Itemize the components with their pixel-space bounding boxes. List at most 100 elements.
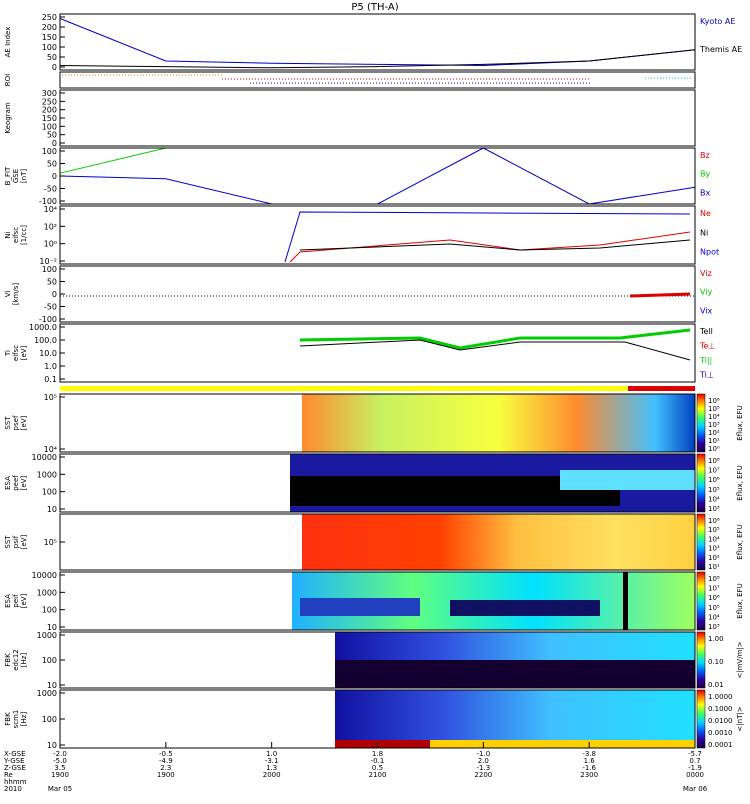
legend-bfit: Bx xyxy=(700,188,710,197)
panel-frame-vi xyxy=(59,265,696,323)
footer-value: 2100 xyxy=(369,771,387,779)
ytick-label-fbk2: 10 xyxy=(47,741,57,750)
colorbar-2 xyxy=(696,513,706,571)
ylabel-sst_i: [eV] xyxy=(20,534,28,549)
status-bar-red xyxy=(628,386,695,391)
ylabel-esa_i: peif xyxy=(12,594,20,608)
figure-title: P5 (TH-A) xyxy=(351,2,398,13)
esa-ion-band-b xyxy=(450,600,600,616)
footer-value: 2200 xyxy=(474,771,492,779)
ylabel-sst_i: SST xyxy=(4,535,12,549)
footer-value: 1.6 xyxy=(584,757,596,765)
footer-value: -1.3 xyxy=(476,764,490,772)
ytick-label-fbk2: 1000 xyxy=(37,689,57,698)
legend-bfit: Bz xyxy=(700,151,710,160)
footer-row-label: Z-GSE xyxy=(4,764,26,772)
ylabel-fbk1: FBK xyxy=(4,653,12,667)
ylabel-roi: ROI xyxy=(4,74,12,86)
footer-value: -2.0 xyxy=(53,750,67,758)
ytick-label-keogram: 300 xyxy=(42,89,57,98)
colorbar-tick-3: 10⁶ xyxy=(708,594,720,602)
footer-value: 2000 xyxy=(263,771,281,779)
footer-value: 2.0 xyxy=(478,757,489,765)
footer-value: -3.1 xyxy=(265,757,279,765)
ytick-label-ae: 50 xyxy=(47,53,57,62)
ytick-label-ni: 10⁴ xyxy=(44,205,57,214)
colorbar-tick-5: 1.0000 xyxy=(708,693,733,701)
footer-value: -0.1 xyxy=(371,757,385,765)
colorbar-1 xyxy=(696,453,706,513)
ytick-label-ae: 150 xyxy=(42,33,57,42)
ylabel-ni: eifsc xyxy=(12,227,20,243)
footer-value: -0.5 xyxy=(159,750,173,758)
sst-electron-spectrogram xyxy=(302,394,695,452)
colorbar-tick-3: 10⁵ xyxy=(708,604,720,612)
ytick-label-esa_e: 1000 xyxy=(37,470,57,479)
colorbar-tick-5: 0.0001 xyxy=(708,741,733,749)
ytick-label-bfit: 100 xyxy=(42,147,57,156)
spectrograms xyxy=(60,386,695,748)
footer-value: 3.5 xyxy=(54,764,65,772)
ytick-label-vi: 100 xyxy=(42,265,57,274)
footer-value: 2.3 xyxy=(160,764,171,772)
colorbar-tick-1: 10⁵ xyxy=(708,486,720,494)
fbk-scm1-spectrogram xyxy=(335,690,695,748)
legend-bfit: By xyxy=(700,170,710,179)
footer-value: -3.8 xyxy=(582,750,596,758)
ylabel-sst_e: SST xyxy=(4,416,12,430)
ytick-label-fbk2: 100 xyxy=(42,715,57,724)
legend-ti: Ti⊥ xyxy=(699,371,714,380)
ytick-label-ni: 10² xyxy=(44,222,57,231)
ytick-label-sst_e: 10⁵ xyxy=(44,393,57,402)
legend-ni: Ni xyxy=(700,228,708,237)
colorbar-5 xyxy=(696,689,706,749)
ytick-label-esa_e: 100 xyxy=(42,488,57,497)
ylabel-ti: Ti xyxy=(4,350,12,357)
ylabel-bfit: [nT] xyxy=(20,169,28,183)
ytick-label-ni: 10⁰ xyxy=(44,240,57,249)
series-ne xyxy=(289,231,691,263)
ylabel-bfit: B_FIT xyxy=(4,166,12,185)
ytick-label-keogram: 0 xyxy=(52,139,57,148)
panel-frame-ti xyxy=(59,323,696,383)
colorbar-tick-0: 10⁶ xyxy=(708,397,720,405)
colorbar-tick-0: 10² xyxy=(708,429,720,437)
colorbar-label-3: Eflux, EFU xyxy=(736,583,744,618)
colorbar-tick-5: 0.0010 xyxy=(708,729,733,737)
ytick-label-keogram: 200 xyxy=(42,106,57,115)
legend-ti: Tell xyxy=(699,327,713,336)
ytick-label-ae: 200 xyxy=(42,23,57,32)
footer-value: -1.0 xyxy=(476,750,490,758)
legend-ti: Ti|| xyxy=(699,356,712,365)
panel-frame-esa_i xyxy=(59,571,696,631)
colorbar-tick-2: 10² xyxy=(708,554,720,562)
ytick-label-vi: 0 xyxy=(52,290,57,299)
footer-row-label: Y-GSE xyxy=(3,757,25,765)
panel-frame-roi xyxy=(59,71,696,89)
colorbar-tick-3: 10⁷ xyxy=(708,585,720,593)
colorbar-tick-3: 10⁴ xyxy=(708,613,720,621)
sst-ion-spectrogram xyxy=(302,514,695,570)
footer-row-label: X-GSE xyxy=(4,750,26,758)
ytick-label-esa_e: 10 xyxy=(47,505,57,514)
ytick-label-sst_e: 10⁴ xyxy=(44,445,57,454)
series-ni xyxy=(299,239,691,251)
footer-row-label: Re xyxy=(4,771,13,779)
fbk-edc12-low xyxy=(335,660,695,688)
colorbar-tick-0: 10⁰ xyxy=(708,445,720,453)
ylabel-fbk1: [Hz] xyxy=(20,653,28,668)
ytick-label-fbk1: 10 xyxy=(47,681,57,690)
ytick-label-keogram: 250 xyxy=(42,97,57,106)
footer-value: -1.6 xyxy=(582,764,596,772)
ytick-label-keogram: 100 xyxy=(42,122,57,131)
colorbar-tick-1: 10⁸ xyxy=(708,457,720,465)
footer-date: Mar 05 xyxy=(48,785,72,793)
fbk-scm1-bottom-red xyxy=(335,740,430,748)
colorbar-tick-2: 10⁶ xyxy=(708,517,720,525)
ylabel-ni: [1/cc] xyxy=(20,225,28,245)
line-plots xyxy=(60,18,695,361)
legend-ti: Te⊥ xyxy=(699,342,715,351)
ytick-label-sst_i: 10⁵ xyxy=(44,538,57,547)
legend-vi: Viy xyxy=(700,288,713,297)
